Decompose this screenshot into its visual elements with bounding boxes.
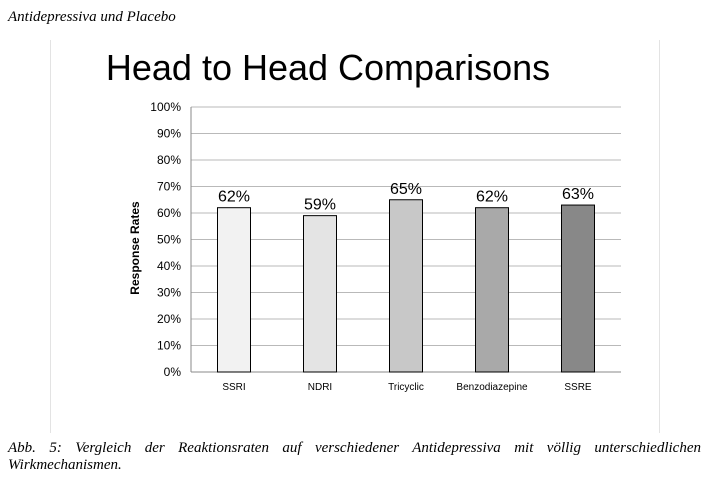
x-tick-label: SSRE	[564, 382, 592, 393]
y-tick-label: 40%	[157, 259, 181, 273]
y-tick-label: 60%	[157, 206, 181, 220]
bar-ndri	[303, 215, 337, 373]
y-tick-label: 0%	[164, 365, 182, 379]
y-tick-label: 100%	[150, 100, 181, 114]
running-header: Antidepressiva und Placebo	[8, 9, 176, 25]
x-axis-ticks: SSRI NDRI Tricyclic Benzodiazepine SSRE	[222, 382, 592, 393]
y-tick-label: 80%	[157, 153, 181, 167]
y-tick-label: 50%	[157, 233, 181, 247]
y-tick-label: 90%	[157, 127, 181, 141]
figure-frame: Head to Head Comparisons Response Rates …	[50, 40, 660, 433]
bar-ssri	[217, 207, 251, 373]
chart-title: Head to Head Comparisons	[106, 47, 550, 88]
bar-benzodiazepine	[475, 207, 509, 373]
y-axis-ticks: 0% 10% 20% 30% 40% 50% 60% 70% 80% 90% 100%	[150, 100, 181, 379]
data-label: 63%	[562, 186, 594, 203]
x-tick-label: Tricyclic	[388, 382, 424, 393]
data-labels: 62% 59% 65% 62% 63%	[218, 181, 594, 214]
bar-chart: Head to Head Comparisons Response Rates …	[106, 47, 621, 393]
bar-ssre	[561, 204, 595, 373]
x-tick-label: NDRI	[308, 382, 332, 393]
y-tick-label: 70%	[157, 180, 181, 194]
figure-caption: Abb. 5: Vergleich der Reaktionsraten auf…	[8, 440, 701, 473]
bar-tricyclic	[389, 199, 423, 373]
data-label: 65%	[390, 181, 422, 198]
y-tick-label: 10%	[157, 339, 181, 353]
y-axis-label: Response Rates	[128, 201, 142, 295]
x-tick-label: Benzodiazepine	[456, 382, 528, 393]
data-label: 59%	[304, 197, 336, 214]
y-tick-label: 30%	[157, 286, 181, 300]
y-tick-label: 20%	[157, 312, 181, 326]
data-label: 62%	[218, 189, 250, 206]
data-label: 62%	[476, 189, 508, 206]
bars	[217, 199, 595, 373]
x-tick-label: SSRI	[222, 382, 245, 393]
